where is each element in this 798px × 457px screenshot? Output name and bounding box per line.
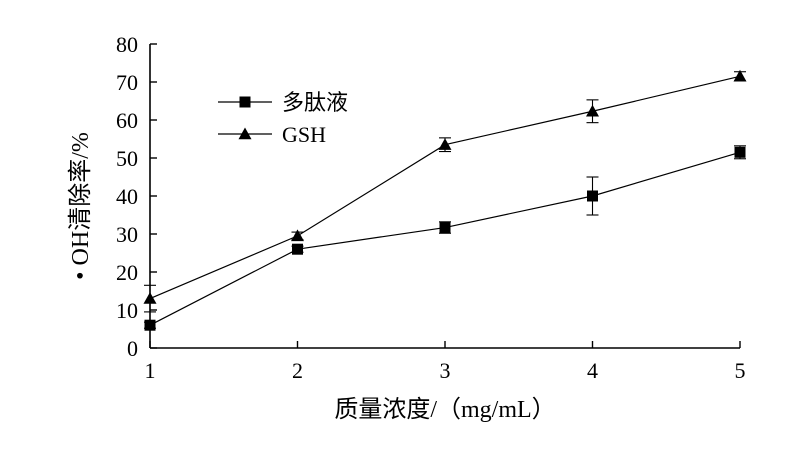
data-point bbox=[438, 138, 452, 150]
data-point bbox=[586, 104, 599, 117]
y-tick-label: 40 bbox=[116, 184, 138, 209]
y-tick-label: 70 bbox=[116, 70, 138, 95]
y-axis-title: • OH清除率/% bbox=[67, 132, 94, 280]
x-axis-title: 质量浓度/（mg/mL） bbox=[334, 396, 555, 423]
data-point bbox=[587, 190, 598, 202]
x-tick-label: 1 bbox=[145, 358, 156, 383]
y-tick-label: 80 bbox=[116, 32, 138, 57]
legend-marker bbox=[238, 127, 252, 140]
y-tick-label: 50 bbox=[116, 146, 138, 171]
series-layer bbox=[143, 69, 747, 331]
series-line bbox=[149, 75, 741, 300]
data-point bbox=[734, 146, 746, 158]
series-polypeptide bbox=[144, 145, 746, 331]
series-gsh bbox=[143, 69, 747, 313]
series-line bbox=[149, 151, 741, 326]
data-point bbox=[144, 319, 156, 331]
data-point bbox=[439, 222, 451, 234]
y-tick-label: 20 bbox=[116, 260, 138, 285]
data-point bbox=[733, 69, 747, 82]
x-tick-label: 3 bbox=[440, 358, 451, 383]
legend-label: 多肽液 bbox=[282, 90, 348, 115]
y-tick-label: 0 bbox=[127, 336, 138, 361]
legend-item: GSH bbox=[218, 122, 326, 147]
data-point bbox=[143, 292, 157, 304]
x-tick-label: 5 bbox=[735, 358, 746, 383]
legend-marker bbox=[239, 96, 251, 108]
y-tick-label: 60 bbox=[116, 108, 138, 133]
y-tick-label: 10 bbox=[116, 298, 138, 323]
data-point bbox=[292, 243, 303, 255]
axes: 0 10 20 30 40 50 60 70 80 1 2 3 4 5 bbox=[116, 32, 746, 383]
y-tick-label: 30 bbox=[116, 222, 138, 247]
legend: 多肽液 GSH bbox=[218, 90, 348, 147]
legend-label: GSH bbox=[282, 122, 326, 147]
legend-item: 多肽液 bbox=[218, 90, 348, 115]
x-tick-label: 2 bbox=[292, 358, 303, 383]
x-tick-label: 4 bbox=[587, 358, 598, 383]
data-point bbox=[291, 229, 304, 242]
